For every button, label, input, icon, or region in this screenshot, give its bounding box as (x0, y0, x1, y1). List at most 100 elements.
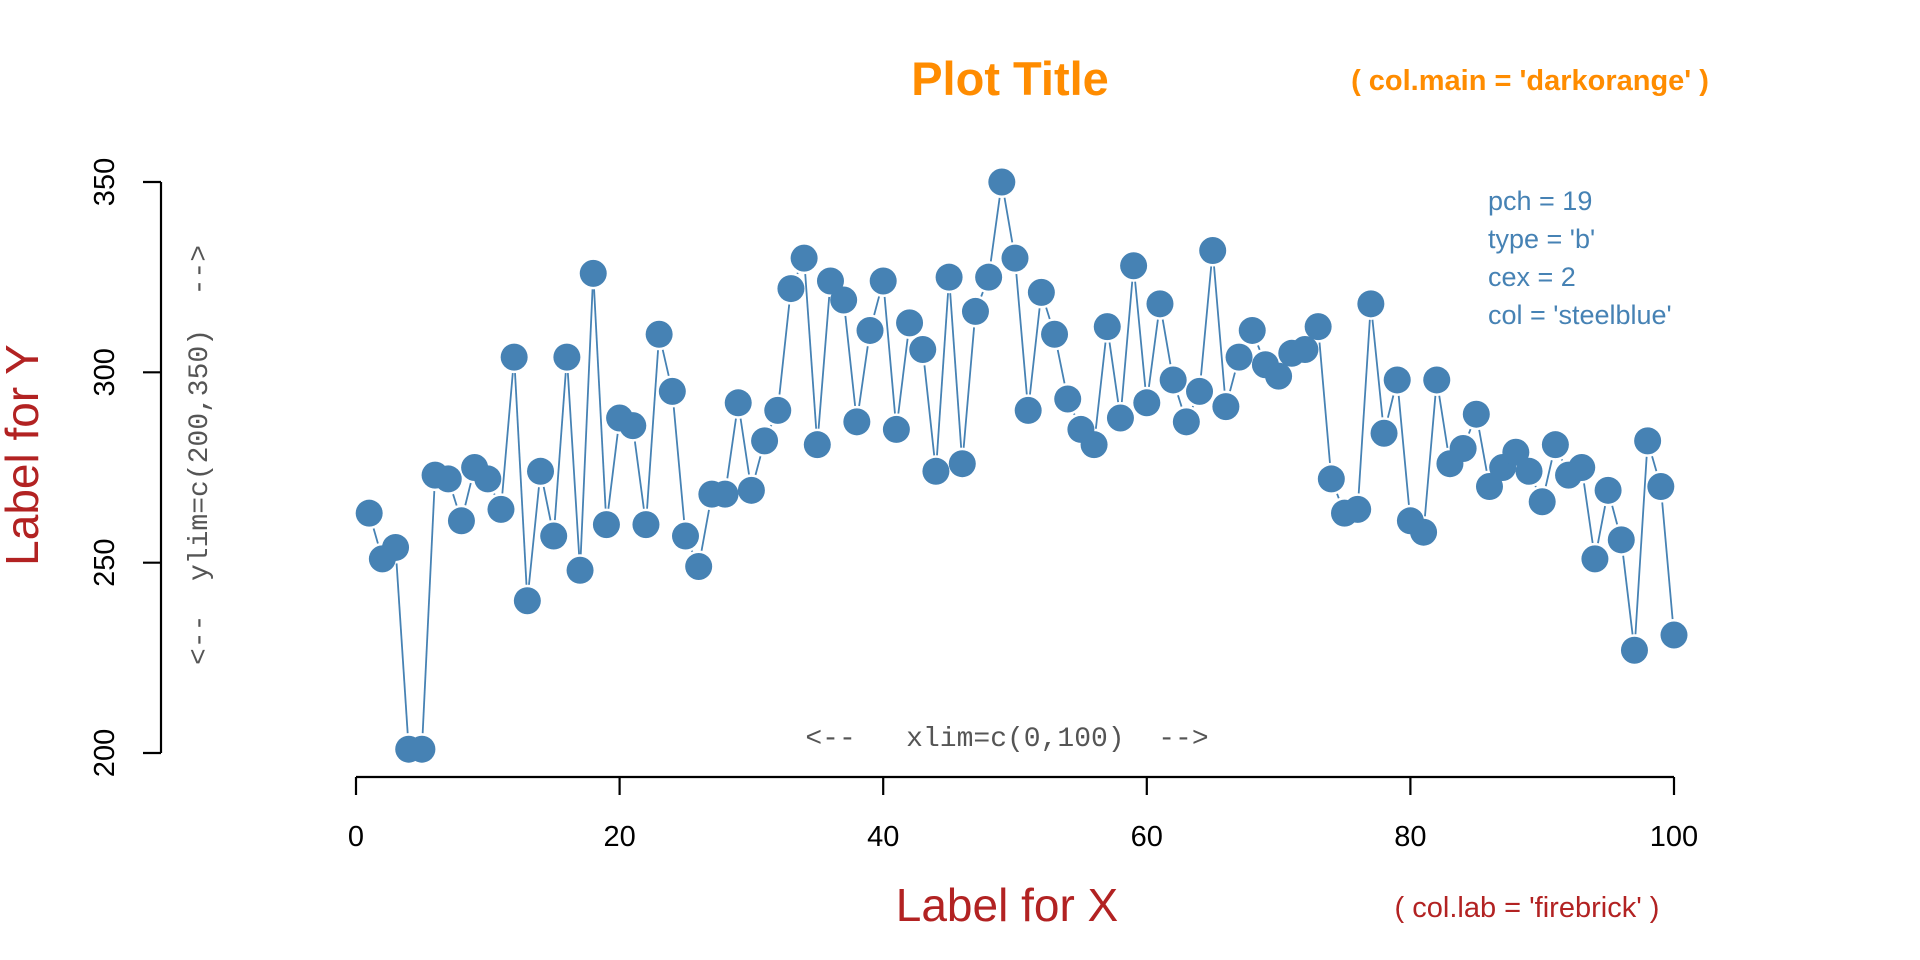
x-tick-label: 100 (1650, 821, 1698, 853)
x-tick-label: 0 (348, 821, 364, 853)
x-axis: 0 20 40 60 80 100 (348, 775, 1698, 853)
series-line-segment (528, 487, 540, 585)
data-point (1238, 316, 1266, 344)
series-line-segment (1056, 349, 1066, 384)
series-line-segment (962, 327, 975, 448)
series-line-segment (395, 563, 409, 734)
param-note-type: type = 'b' (1488, 224, 1595, 254)
series-line-segment (1003, 197, 1014, 243)
series-line-segment (1229, 372, 1236, 392)
x-tick-label: 40 (867, 821, 899, 853)
param-notes: pch = 19 type = 'b' cex = 2 col = 'steel… (1488, 186, 1672, 330)
data-point (527, 457, 555, 485)
series-line-segment (700, 509, 710, 551)
data-point (764, 396, 792, 424)
series-line-segment (593, 289, 607, 509)
series-line-segment (661, 349, 670, 376)
series-line-segment (566, 373, 580, 555)
data-point (737, 476, 765, 504)
series-line-segment (726, 418, 737, 479)
data-point (1291, 335, 1319, 363)
data-point (474, 465, 502, 493)
data-point (777, 275, 805, 303)
data-point (658, 377, 686, 405)
data-point (751, 427, 779, 455)
data-point (382, 533, 410, 561)
data-point (1647, 473, 1675, 501)
data-point (500, 343, 528, 371)
data-point (1080, 431, 1108, 459)
data-point (645, 320, 673, 348)
data-point (1515, 457, 1543, 485)
data-point (1475, 473, 1503, 501)
series-points (355, 168, 1688, 763)
data-point (935, 263, 963, 291)
data-point (447, 507, 475, 535)
plot-title: Plot Title (911, 52, 1109, 105)
series-line-segment (923, 365, 936, 456)
param-note-col: col = 'steelblue' (1488, 300, 1672, 330)
data-point (724, 389, 752, 417)
y-axis: 200 250 300 350 (89, 158, 163, 777)
data-point (1186, 377, 1214, 405)
series-line-segment (1597, 505, 1606, 544)
series-line-segment (464, 482, 472, 506)
data-point (1594, 476, 1622, 504)
series-lines (372, 197, 1674, 734)
data-point (1344, 495, 1372, 523)
series-line-segment (858, 346, 869, 407)
data-point (579, 259, 607, 287)
series-line-segment (672, 407, 685, 521)
series-line-segment (1397, 395, 1410, 505)
data-point (1172, 408, 1200, 436)
series-line-segment (372, 528, 379, 544)
series-line-segment (1200, 266, 1213, 376)
series-line-segment (1257, 345, 1261, 351)
series-line-segment (452, 493, 458, 506)
data-point (487, 495, 515, 523)
y-tick-label: 300 (89, 348, 121, 396)
series-line-segment (542, 486, 552, 521)
data-point (1212, 393, 1240, 421)
data-point (1304, 313, 1332, 341)
series-line-segment (646, 350, 659, 509)
data-point (1199, 237, 1227, 265)
data-point (790, 244, 818, 272)
data-point (988, 168, 1016, 196)
data-point (672, 522, 699, 550)
data-point (922, 457, 950, 485)
data-point (685, 552, 713, 580)
series-line-segment (1015, 273, 1028, 395)
series-line-segment (1468, 428, 1472, 434)
y-axis-label: Label for Y (0, 344, 48, 566)
data-point (1528, 488, 1556, 516)
series-line-segment (1478, 429, 1488, 471)
series-line-segment (1148, 319, 1159, 388)
data-point (1146, 290, 1174, 318)
series-line-segment (873, 296, 880, 316)
data-point (1462, 400, 1490, 428)
series-line-segment (1213, 266, 1226, 391)
data-point (1027, 278, 1055, 306)
data-point (869, 267, 897, 295)
data-point (566, 556, 594, 584)
ylim-note: <-- ylim=c(200,350) --> (185, 245, 216, 665)
data-point (1014, 396, 1042, 424)
data-point (830, 286, 858, 314)
y-tick-label: 350 (89, 158, 121, 206)
x-tick-label: 20 (603, 821, 635, 853)
data-point (1568, 454, 1596, 481)
data-point (1383, 366, 1411, 394)
data-point (843, 408, 871, 436)
data-point (1502, 438, 1530, 466)
series-line-segment (1611, 505, 1619, 525)
series-line-segment (754, 456, 762, 476)
y-tick-label: 250 (89, 538, 121, 586)
xlim-note: <-- xlim=c(0,100) --> (805, 724, 1208, 755)
series-line-segment (1134, 281, 1147, 387)
data-point (1607, 526, 1635, 554)
data-point (1041, 320, 1069, 348)
data-point (1054, 385, 1082, 413)
data-point (1410, 518, 1438, 546)
